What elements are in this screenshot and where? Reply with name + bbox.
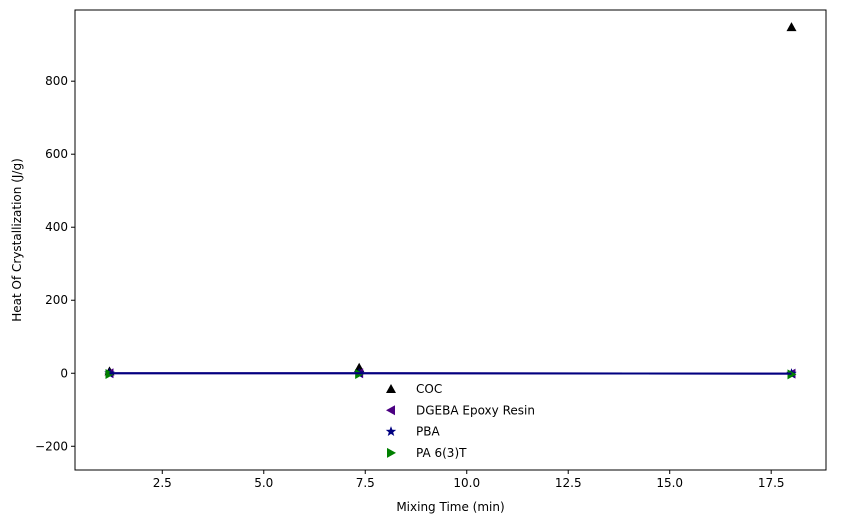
y-tick-label: −200 [35, 439, 68, 453]
x-tick-label: 10.0 [453, 476, 480, 490]
y-axis-label: Heat Of Crystallization (J/g) [10, 158, 24, 322]
legend-marker-pba [385, 426, 397, 437]
x-tick-label: 5.0 [254, 476, 273, 490]
x-tick-label: 7.5 [356, 476, 375, 490]
legend-label-pa-6-3-t: PA 6(3)T [416, 446, 467, 460]
plot-area [104, 22, 797, 380]
x-tick-label: 2.5 [153, 476, 172, 490]
x-tick-label: 17.5 [758, 476, 785, 490]
legend-label-pba: PBA [416, 425, 440, 439]
legend-marker-dgeba-epoxy-resin [386, 405, 395, 416]
legend-label-dgeba-epoxy-resin: DGEBA Epoxy Resin [416, 403, 535, 417]
legend-marker-coc [386, 384, 396, 393]
data-point-pa-6-3-t [787, 369, 797, 380]
legend: COC DGEBA Epoxy Resin PBA PA 6(3)T [385, 382, 535, 460]
y-tick-label: 0 [60, 366, 68, 380]
x-tick-label: 12.5 [555, 476, 582, 490]
data-point-coc [786, 22, 797, 32]
axis-ticks: 2.5 5.0 7.5 10.0 12.5 15.0 17.5 −200 0 200 400 600 8… [35, 74, 785, 490]
x-axis-label: Mixing Time (min) [396, 500, 504, 514]
y-tick-label: 800 [45, 74, 68, 88]
y-tick-label: 200 [45, 293, 68, 307]
legend-marker-pa-6-3-t [387, 447, 396, 458]
plot-frame [74, 9, 827, 471]
y-tick-label: 600 [45, 147, 68, 161]
legend-label-coc: COC [416, 382, 442, 396]
y-tick-label: 400 [45, 220, 68, 234]
x-tick-label: 15.0 [656, 476, 683, 490]
